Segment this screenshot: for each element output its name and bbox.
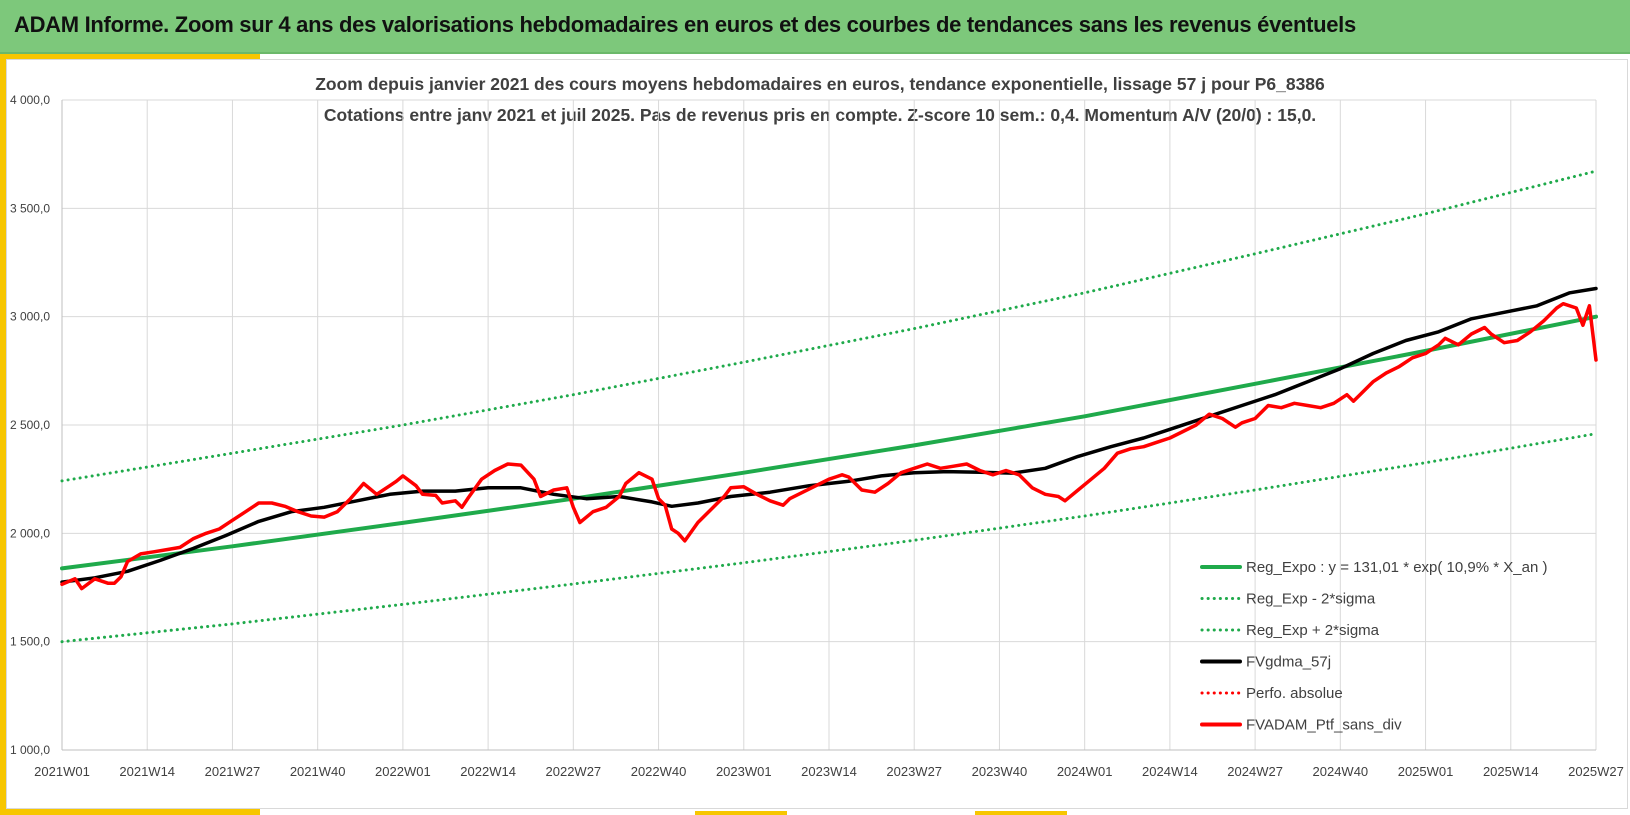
x-tick-label: 2021W40 <box>290 764 346 779</box>
chart-title: Zoom depuis janvier 2021 des cours moyen… <box>315 74 1325 94</box>
x-tick-label: 2024W14 <box>1142 764 1198 779</box>
x-tick-label: 2022W01 <box>375 764 431 779</box>
x-tick-label: 2025W01 <box>1398 764 1454 779</box>
accent-bar-left <box>0 54 6 815</box>
series-line-5 <box>60 301 1598 591</box>
x-tick-label: 2025W14 <box>1483 764 1539 779</box>
x-tick-label: 2021W01 <box>34 764 90 779</box>
page-header: ADAM Informe. Zoom sur 4 ans des valoris… <box>0 0 1630 54</box>
x-tick-label: 2021W14 <box>119 764 175 779</box>
page-title: ADAM Informe. Zoom sur 4 ans des valoris… <box>14 12 1356 37</box>
y-tick-label: 2 000,0 <box>10 526 50 540</box>
y-tick-label: 2 500,0 <box>10 418 50 432</box>
chart-series <box>60 169 1598 644</box>
chart-legend: Reg_Expo : y = 131,01 * exp( 10,9% * X_a… <box>1200 559 1547 734</box>
chart-frame <box>6 59 1628 809</box>
accent-bar-bottom-right <box>975 811 1067 815</box>
y-axis: 1 000,0 1 500,0 2 000,0 2 500,0 3 000,0 3 500… <box>10 93 63 757</box>
x-tick-label: 2023W01 <box>716 764 772 779</box>
x-tick-label: 2023W27 <box>886 764 942 779</box>
x-tick-label: 2021W27 <box>205 764 261 779</box>
legend-label: FVgdma_57j <box>1246 654 1331 671</box>
x-tick-label: 2022W27 <box>546 764 602 779</box>
legend-label: FVADAM_Ptf_sans_div <box>1246 717 1402 734</box>
accent-bar-bottom-mid <box>695 811 787 815</box>
series-line-1 <box>60 432 1598 644</box>
y-tick-label: 1 500,0 <box>10 635 50 649</box>
x-tick-label: 2024W01 <box>1057 764 1113 779</box>
x-tick-label: 2022W14 <box>460 764 516 779</box>
y-tick-label: 4 000,0 <box>10 93 50 107</box>
legend-label: Reg_Exp + 2*sigma <box>1246 622 1380 639</box>
legend-label: Reg_Expo : y = 131,01 * exp( 10,9% * X_a… <box>1246 559 1547 576</box>
chart-subtitle: Cotations entre janv 2021 et juil 2025. … <box>324 105 1316 125</box>
x-tick-label: 2025W27 <box>1568 764 1624 779</box>
series-line-3 <box>60 286 1598 584</box>
x-tick-label: 2024W40 <box>1313 764 1369 779</box>
x-tick-label: 2024W27 <box>1227 764 1283 779</box>
x-axis: 2021W01 2021W14 2021W27 2021W40 2022W01 2022W… <box>34 749 1624 779</box>
accent-bar-top <box>0 54 260 59</box>
x-tick-label: 2023W14 <box>801 764 857 779</box>
y-tick-label: 3 000,0 <box>10 310 50 324</box>
legend-label: Reg_Exp - 2*sigma <box>1246 591 1376 608</box>
chart-grid <box>61 99 1597 751</box>
y-tick-label: 3 500,0 <box>10 201 50 215</box>
x-tick-label: 2023W40 <box>972 764 1028 779</box>
y-tick-label: 1 000,0 <box>10 743 50 757</box>
x-tick-label: 2022W40 <box>631 764 687 779</box>
legend-label: Perfo. absolue <box>1246 685 1343 702</box>
accent-bar-bottom <box>0 809 260 815</box>
